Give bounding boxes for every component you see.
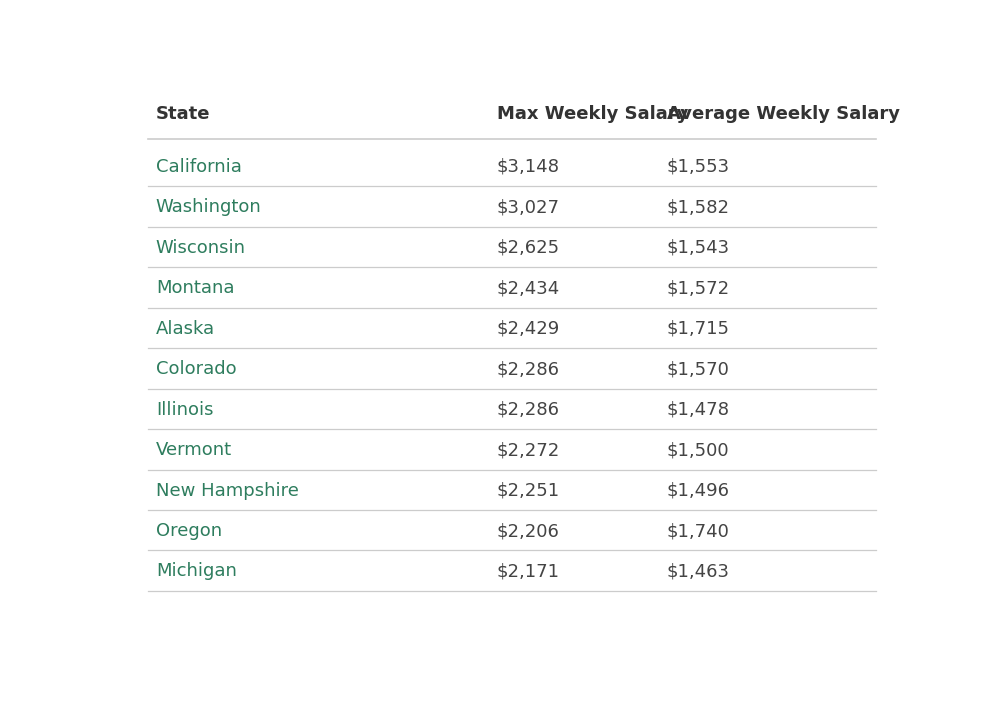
Text: $3,148: $3,148: [497, 158, 559, 176]
Text: $1,478: $1,478: [667, 400, 730, 418]
Text: $1,496: $1,496: [667, 482, 730, 500]
Text: $1,570: $1,570: [667, 360, 729, 378]
Text: Vermont: Vermont: [156, 441, 232, 459]
Text: Michigan: Michigan: [156, 562, 237, 580]
Text: Washington: Washington: [156, 198, 262, 216]
Text: $1,543: $1,543: [667, 239, 730, 257]
Text: $1,463: $1,463: [667, 562, 730, 580]
Text: $1,553: $1,553: [667, 158, 730, 176]
Text: Oregon: Oregon: [156, 522, 222, 540]
Text: New Hampshire: New Hampshire: [156, 482, 299, 500]
Text: $1,500: $1,500: [667, 441, 729, 459]
Text: Alaska: Alaska: [156, 320, 215, 338]
Text: Max Weekly Salary: Max Weekly Salary: [497, 105, 688, 123]
Text: $2,286: $2,286: [497, 400, 559, 418]
Text: Montana: Montana: [156, 279, 235, 297]
Text: $2,251: $2,251: [497, 482, 559, 500]
Text: $2,625: $2,625: [497, 239, 559, 257]
Text: $2,272: $2,272: [497, 441, 559, 459]
Text: California: California: [156, 158, 242, 176]
Text: Colorado: Colorado: [156, 360, 237, 378]
Text: $2,206: $2,206: [497, 522, 559, 540]
Text: $2,429: $2,429: [497, 320, 559, 338]
Text: $1,715: $1,715: [667, 320, 730, 338]
Text: $2,434: $2,434: [497, 279, 559, 297]
Text: $3,027: $3,027: [497, 198, 559, 216]
Text: $1,740: $1,740: [667, 522, 729, 540]
Text: State: State: [156, 105, 211, 123]
Text: Illinois: Illinois: [156, 400, 214, 418]
Text: $2,286: $2,286: [497, 360, 559, 378]
Text: Average Weekly Salary: Average Weekly Salary: [667, 105, 900, 123]
Text: $2,171: $2,171: [497, 562, 559, 580]
Text: $1,572: $1,572: [667, 279, 730, 297]
Text: $1,582: $1,582: [667, 198, 730, 216]
Text: Wisconsin: Wisconsin: [156, 239, 246, 257]
